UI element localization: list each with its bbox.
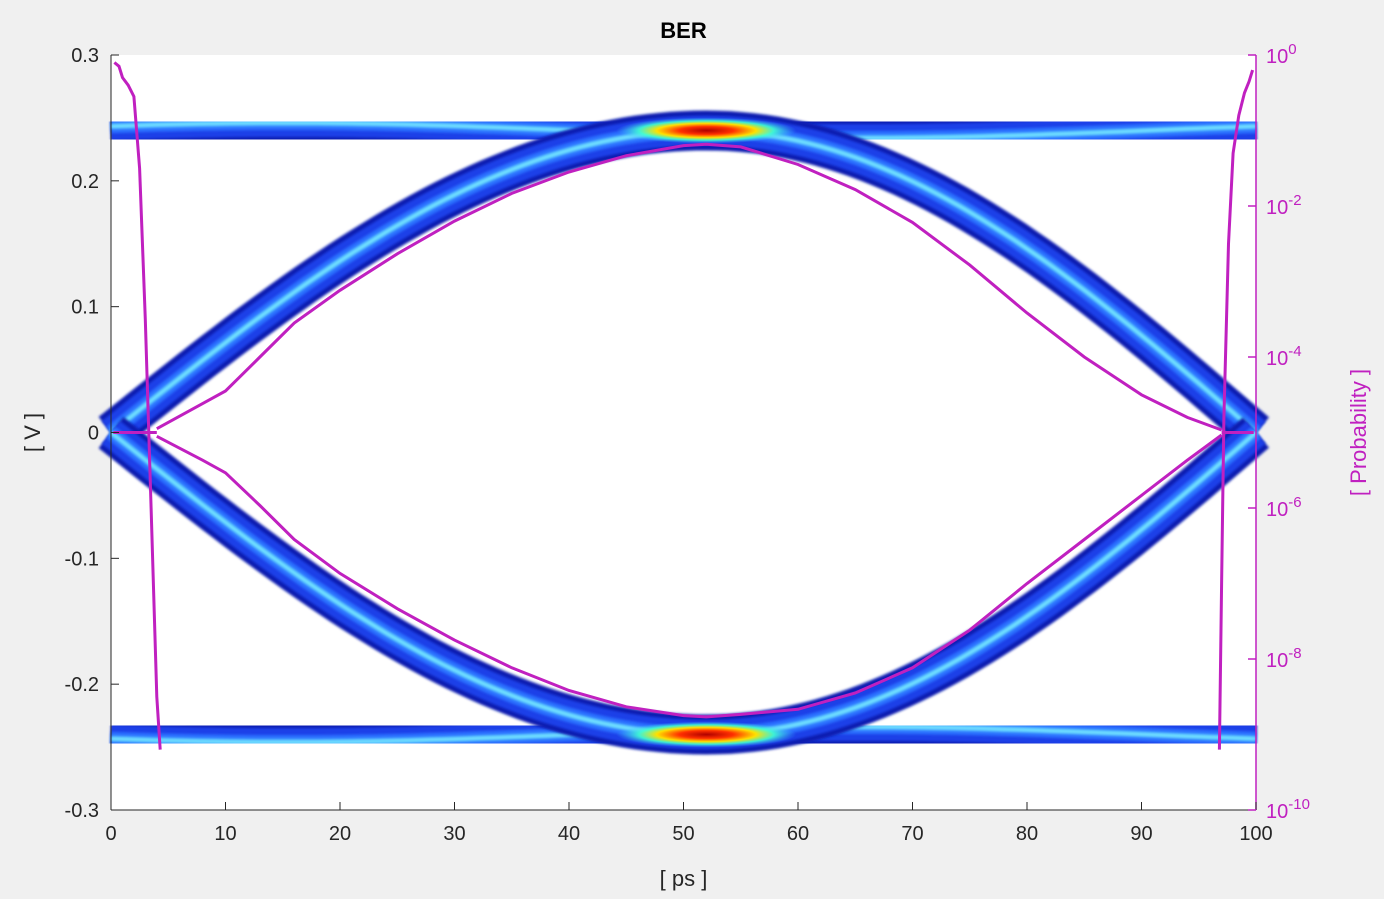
- x-tick-label: 60: [787, 823, 809, 845]
- y2-tick-label: 10-6: [1266, 494, 1302, 521]
- ber-contour-lower: [156, 433, 1223, 719]
- chart-title: BER: [660, 18, 707, 43]
- y-tick-label: 0: [88, 423, 99, 445]
- y-tick-label: 0.3: [71, 45, 99, 67]
- x-tick-label: 10: [214, 823, 236, 845]
- x-tick-label: 70: [901, 823, 923, 845]
- lower-crossing-hotspot: [616, 721, 797, 748]
- x-tick-label: 40: [558, 823, 580, 845]
- upper-crossing-hotspot: [616, 117, 797, 144]
- y2-tick-label: 10-8: [1266, 645, 1302, 672]
- x-tick-label: 20: [329, 823, 351, 845]
- x-axis-label: [ ps ]: [660, 866, 708, 891]
- y2-tick-label: 10-4: [1266, 343, 1302, 370]
- x-tick-label: 0: [105, 823, 116, 845]
- y-tick-label: -0.3: [65, 800, 99, 822]
- y-axis-label: [ V ]: [20, 413, 45, 452]
- eye-density-heatmap: [98, 104, 1270, 761]
- bathtub-curve-left: [113, 61, 162, 750]
- x-tick-label: 50: [672, 823, 694, 845]
- plot-area: [111, 55, 1256, 810]
- y-tick-label: -0.1: [65, 548, 99, 570]
- y2-tick-label: 10-10: [1266, 796, 1310, 823]
- axes: 0 10 20 30 40 50 60 70 80 90 100 -0.3 -0.2 -0.1 0 0.1 0.…: [65, 41, 1310, 845]
- x-tick-label: 80: [1016, 823, 1038, 845]
- ber-contour-upper: [156, 142, 1223, 432]
- x-tick-label: 90: [1130, 823, 1152, 845]
- ber-contours: [113, 61, 1255, 750]
- x-tick-label: 100: [1239, 823, 1272, 845]
- y2-tick-label: 100: [1266, 41, 1297, 68]
- bathtub-curve-right: [1217, 69, 1255, 750]
- y-tick-label: 0.2: [71, 171, 99, 193]
- y-tick-label: 0.1: [71, 297, 99, 319]
- y-tick-label: -0.2: [65, 674, 99, 696]
- y2-axis-label: [ Probability ]: [1346, 369, 1371, 496]
- x-tick-label: 30: [443, 823, 465, 845]
- y2-tick-label: 10-2: [1266, 192, 1302, 219]
